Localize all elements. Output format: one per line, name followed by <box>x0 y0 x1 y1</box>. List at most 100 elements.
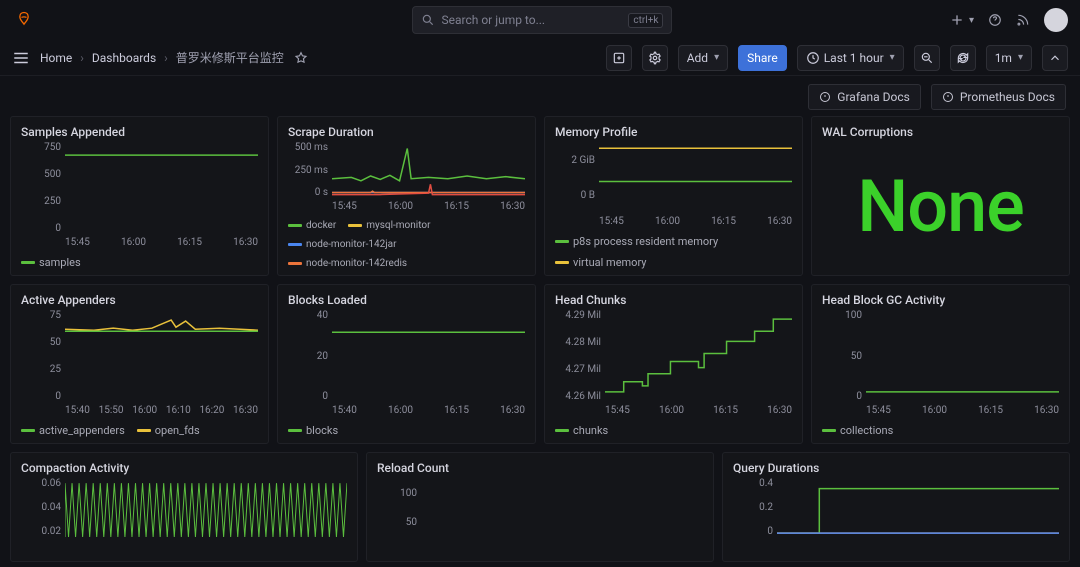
panel-plot: 7550250 15:4015:5016:0016:1016:2016:30 <box>21 311 258 420</box>
x-axis: 15:4516:0016:1516:30 <box>866 405 1059 416</box>
panel-active-appenders[interactable]: Active Appenders 7550250 15:4015:5016:00… <box>10 284 269 444</box>
crumb-current[interactable]: 普罗米修斯平台监控 <box>176 49 284 66</box>
panel-row-2: Active Appenders 7550250 15:4015:5016:00… <box>0 284 1080 452</box>
panel-title: WAL Corruptions <box>822 125 1059 139</box>
panel-head-block-gc[interactable]: Head Block GC Activity 100500 15:4516:00… <box>811 284 1070 444</box>
y-axis: 7550250 <box>21 311 65 402</box>
add-menu[interactable]: ▾ <box>949 12 974 28</box>
panel-legend: samples <box>21 256 258 269</box>
legend-item[interactable]: docker <box>288 220 336 231</box>
zoom-out-icon[interactable] <box>914 45 940 71</box>
x-axis: 15:4516:0016:1516:30 <box>599 216 792 227</box>
legend-item[interactable]: samples <box>21 256 81 269</box>
crumb-home[interactable]: Home <box>40 51 72 65</box>
y-axis: 0.060.040.02 <box>21 479 65 537</box>
y-axis: 7505002500 <box>21 143 65 234</box>
top-bar: Search or jump to... ctrl+k ▾ <box>0 0 1080 40</box>
panel-memory-profile[interactable]: Memory Profile 2 GiB0 B 15:4516:0016:151… <box>544 116 803 276</box>
panel-title: Compaction Activity <box>21 461 347 475</box>
panel-plot: 4.29 Mil4.28 Mil4.27 Mil4.26 Mil 15:4516… <box>555 311 792 420</box>
search-kbd-hint: ctrl+k <box>628 13 663 28</box>
panel-title: Query Durations <box>733 461 1059 475</box>
crumb-dashboards[interactable]: Dashboards <box>92 51 156 65</box>
legend-item[interactable]: virtual memory <box>555 256 646 269</box>
y-axis: 4.29 Mil4.28 Mil4.27 Mil4.26 Mil <box>555 311 605 402</box>
legend-item[interactable]: node-monitor-142jar <box>288 239 396 250</box>
panel-legend: collections <box>822 424 1059 437</box>
x-axis: 15:4516:0016:1516:30 <box>332 201 525 212</box>
panel-query-durations[interactable]: Query Durations 0.40.20 <box>722 452 1070 562</box>
panel-title: Blocks Loaded <box>288 293 525 307</box>
star-icon[interactable] <box>294 51 308 65</box>
panel-plot: 500 ms250 ms0 s 15:4516:0016:1516:30 <box>288 143 525 216</box>
legend-item[interactable]: mysql-monitor <box>348 220 430 231</box>
panel-title: Memory Profile <box>555 125 792 139</box>
panel-head-chunks[interactable]: Head Chunks 4.29 Mil4.28 Mil4.27 Mil4.26… <box>544 284 803 444</box>
panel-compaction-activity[interactable]: Compaction Activity 0.060.040.02 <box>10 452 358 562</box>
legend-item[interactable]: node-monitor-142redis <box>288 258 407 269</box>
panel-legend: active_appenders open_fds <box>21 424 258 437</box>
grafana-docs-link[interactable]: Grafana Docs <box>808 84 921 110</box>
search-placeholder: Search or jump to... <box>441 13 545 27</box>
panel-plot: 0.40.20 <box>733 479 1059 555</box>
news-icon[interactable] <box>1016 13 1030 27</box>
legend-item[interactable]: chunks <box>555 424 608 437</box>
stat-value: None <box>822 143 1059 269</box>
dashboard-toolbar: Home › Dashboards › 普罗米修斯平台监控 Add▾ Share… <box>0 40 1080 76</box>
user-avatar[interactable] <box>1044 8 1068 32</box>
search-icon <box>421 13 435 27</box>
x-axis: 15:4516:0016:1516:30 <box>65 237 258 248</box>
time-picker[interactable]: Last 1 hour▾ <box>797 45 904 71</box>
legend-item[interactable]: active_appenders <box>21 424 125 437</box>
panel-legend: blocks <box>288 424 525 437</box>
breadcrumb: Home › Dashboards › 普罗米修斯平台监控 <box>40 49 284 66</box>
y-axis: 100500 <box>822 311 866 402</box>
x-axis: 15:4516:0016:1516:30 <box>605 405 792 416</box>
add-button[interactable]: Add▾ <box>678 45 728 71</box>
doc-links-row: Grafana Docs Prometheus Docs <box>0 76 1080 116</box>
x-axis: 15:4016:0016:1516:30 <box>332 405 525 416</box>
panel-plot: 7505002500 15:4516:0016:1516:30 <box>21 143 258 252</box>
panel-title: Scrape Duration <box>288 125 525 139</box>
panel-reload-count[interactable]: Reload Count 10050 <box>366 452 714 562</box>
y-axis: 500 ms250 ms0 s <box>288 143 332 198</box>
panel-blocks-loaded[interactable]: Blocks Loaded 40200 15:4016:0016:1516:30… <box>277 284 536 444</box>
panel-plot: 100500 15:4516:0016:1516:30 <box>822 311 1059 420</box>
menu-icon[interactable] <box>12 49 30 67</box>
y-axis: 10050 <box>377 479 421 537</box>
refresh-interval[interactable]: 1m▾ <box>986 45 1032 71</box>
x-axis: 15:4015:5016:0016:1016:2016:30 <box>65 405 258 416</box>
prometheus-docs-link[interactable]: Prometheus Docs <box>931 84 1066 110</box>
legend-item[interactable]: open_fds <box>137 424 200 437</box>
y-axis: 40200 <box>288 311 332 402</box>
legend-item[interactable]: blocks <box>288 424 338 437</box>
add-panel-icon[interactable] <box>606 45 632 71</box>
crumb-sep: › <box>80 51 84 65</box>
panel-title: Active Appenders <box>21 293 258 307</box>
y-axis: 2 GiB0 B <box>555 143 599 213</box>
help-icon[interactable] <box>988 13 1002 27</box>
legend-item[interactable]: p8s process resident memory <box>555 235 718 248</box>
panel-title: Head Block GC Activity <box>822 293 1059 307</box>
panel-legend: p8s process resident memory virtual memor… <box>555 235 792 269</box>
global-search[interactable]: Search or jump to... ctrl+k <box>412 6 672 34</box>
legend-item[interactable]: collections <box>822 424 893 437</box>
panel-row-1: Samples Appended 7505002500 15:4516:0016… <box>0 116 1080 284</box>
panel-plot: 0.060.040.02 <box>21 479 347 555</box>
refresh-icon[interactable] <box>950 45 976 71</box>
settings-icon[interactable] <box>642 45 668 71</box>
panel-title: Samples Appended <box>21 125 258 139</box>
kiosk-icon[interactable] <box>1042 45 1068 71</box>
panel-plot: 40200 15:4016:0016:1516:30 <box>288 311 525 420</box>
panel-scrape-duration[interactable]: Scrape Duration 500 ms250 ms0 s 15:4516:… <box>277 116 536 276</box>
y-axis: 0.40.20 <box>733 479 777 537</box>
crumb-sep: › <box>164 51 168 65</box>
share-button[interactable]: Share <box>738 45 787 71</box>
grafana-logo-icon[interactable] <box>12 8 36 32</box>
panel-plot: 10050 <box>377 479 703 555</box>
panel-plot: 2 GiB0 B 15:4516:0016:1516:30 <box>555 143 792 231</box>
panel-legend: docker mysql-monitor node-monitor-142jar no… <box>288 220 525 269</box>
panel-legend: chunks <box>555 424 792 437</box>
panel-samples-appended[interactable]: Samples Appended 7505002500 15:4516:0016… <box>10 116 269 276</box>
panel-wal-corruptions[interactable]: WAL Corruptions None <box>811 116 1070 276</box>
